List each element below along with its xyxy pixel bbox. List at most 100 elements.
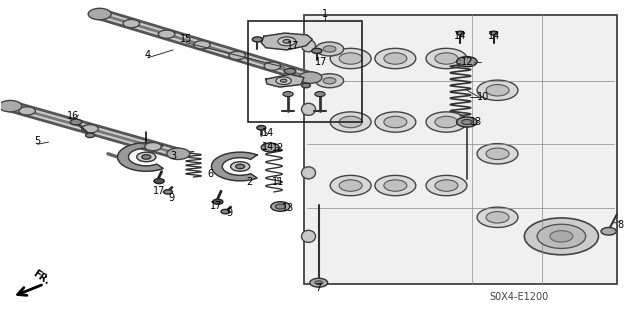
Text: 17: 17 bbox=[315, 57, 328, 67]
Circle shape bbox=[339, 180, 362, 191]
Circle shape bbox=[0, 100, 22, 112]
Circle shape bbox=[330, 112, 371, 132]
Circle shape bbox=[457, 31, 465, 35]
Circle shape bbox=[278, 37, 296, 46]
Circle shape bbox=[550, 231, 573, 242]
Circle shape bbox=[323, 78, 336, 84]
Text: 12: 12 bbox=[461, 57, 473, 67]
Text: 13: 13 bbox=[282, 203, 294, 213]
Circle shape bbox=[284, 68, 296, 74]
Circle shape bbox=[88, 8, 111, 20]
Circle shape bbox=[310, 278, 328, 287]
Circle shape bbox=[339, 53, 362, 64]
Text: 14: 14 bbox=[262, 128, 274, 137]
Ellipse shape bbox=[301, 167, 316, 179]
Text: 11: 11 bbox=[273, 177, 285, 187]
Text: 14: 14 bbox=[454, 31, 467, 41]
Text: 5: 5 bbox=[35, 136, 41, 146]
Circle shape bbox=[375, 48, 416, 69]
Circle shape bbox=[283, 40, 291, 43]
Circle shape bbox=[82, 125, 99, 133]
Circle shape bbox=[384, 53, 407, 64]
Circle shape bbox=[477, 207, 518, 227]
Circle shape bbox=[315, 92, 325, 97]
Circle shape bbox=[70, 119, 82, 125]
FancyBboxPatch shape bbox=[304, 15, 617, 284]
Circle shape bbox=[299, 72, 322, 83]
Circle shape bbox=[375, 112, 416, 132]
Circle shape bbox=[158, 30, 175, 38]
Circle shape bbox=[330, 175, 371, 196]
Circle shape bbox=[212, 199, 223, 204]
Circle shape bbox=[426, 175, 467, 196]
Circle shape bbox=[276, 77, 291, 85]
Text: 10: 10 bbox=[477, 92, 489, 102]
Text: 7: 7 bbox=[316, 283, 322, 293]
Text: 9: 9 bbox=[169, 193, 175, 203]
Text: 13: 13 bbox=[470, 117, 483, 127]
Circle shape bbox=[164, 190, 173, 194]
Circle shape bbox=[486, 211, 509, 223]
Circle shape bbox=[257, 125, 266, 130]
Ellipse shape bbox=[301, 103, 316, 115]
Circle shape bbox=[426, 112, 467, 132]
Text: 2: 2 bbox=[246, 177, 253, 187]
Circle shape bbox=[457, 117, 477, 127]
Ellipse shape bbox=[301, 40, 316, 52]
Circle shape bbox=[315, 281, 323, 285]
Text: 16: 16 bbox=[67, 111, 79, 121]
Text: 3: 3 bbox=[170, 151, 176, 161]
Circle shape bbox=[142, 155, 151, 159]
Circle shape bbox=[426, 48, 467, 69]
Circle shape bbox=[193, 41, 210, 49]
Polygon shape bbox=[118, 143, 163, 171]
Text: FR.: FR. bbox=[31, 268, 52, 286]
Text: 12: 12 bbox=[272, 143, 285, 153]
Text: 9: 9 bbox=[227, 209, 232, 219]
Text: 15: 15 bbox=[180, 34, 192, 44]
Circle shape bbox=[316, 74, 344, 88]
Circle shape bbox=[524, 218, 598, 255]
Circle shape bbox=[486, 148, 509, 160]
Circle shape bbox=[301, 83, 310, 88]
Circle shape bbox=[271, 202, 290, 211]
Circle shape bbox=[221, 209, 230, 214]
Circle shape bbox=[462, 120, 472, 124]
Text: 17: 17 bbox=[153, 186, 165, 196]
Text: 1: 1 bbox=[322, 9, 328, 19]
Circle shape bbox=[167, 148, 189, 160]
Circle shape bbox=[252, 37, 262, 42]
Circle shape bbox=[145, 143, 161, 151]
Circle shape bbox=[123, 19, 140, 28]
Polygon shape bbox=[211, 152, 257, 181]
Circle shape bbox=[323, 46, 336, 52]
Circle shape bbox=[19, 107, 35, 115]
Circle shape bbox=[477, 80, 518, 100]
Polygon shape bbox=[266, 74, 304, 87]
Text: 17: 17 bbox=[211, 201, 223, 211]
Circle shape bbox=[384, 116, 407, 128]
Circle shape bbox=[435, 116, 458, 128]
Text: 14: 14 bbox=[488, 31, 500, 41]
Circle shape bbox=[477, 144, 518, 164]
Circle shape bbox=[283, 92, 293, 97]
Circle shape bbox=[280, 79, 287, 82]
Circle shape bbox=[236, 164, 244, 169]
Circle shape bbox=[261, 143, 279, 152]
Circle shape bbox=[229, 51, 246, 60]
Circle shape bbox=[384, 180, 407, 191]
Text: 8: 8 bbox=[617, 219, 623, 230]
Circle shape bbox=[435, 180, 458, 191]
Circle shape bbox=[312, 48, 322, 53]
Text: 17: 17 bbox=[287, 41, 300, 51]
Text: 14: 14 bbox=[262, 142, 274, 152]
Circle shape bbox=[264, 62, 281, 70]
Circle shape bbox=[457, 56, 477, 67]
Text: S0X4-E1200: S0X4-E1200 bbox=[489, 292, 548, 302]
Circle shape bbox=[316, 42, 344, 56]
Circle shape bbox=[537, 224, 586, 249]
Circle shape bbox=[86, 133, 95, 137]
Circle shape bbox=[230, 162, 250, 171]
Circle shape bbox=[137, 152, 156, 162]
Circle shape bbox=[486, 85, 509, 96]
